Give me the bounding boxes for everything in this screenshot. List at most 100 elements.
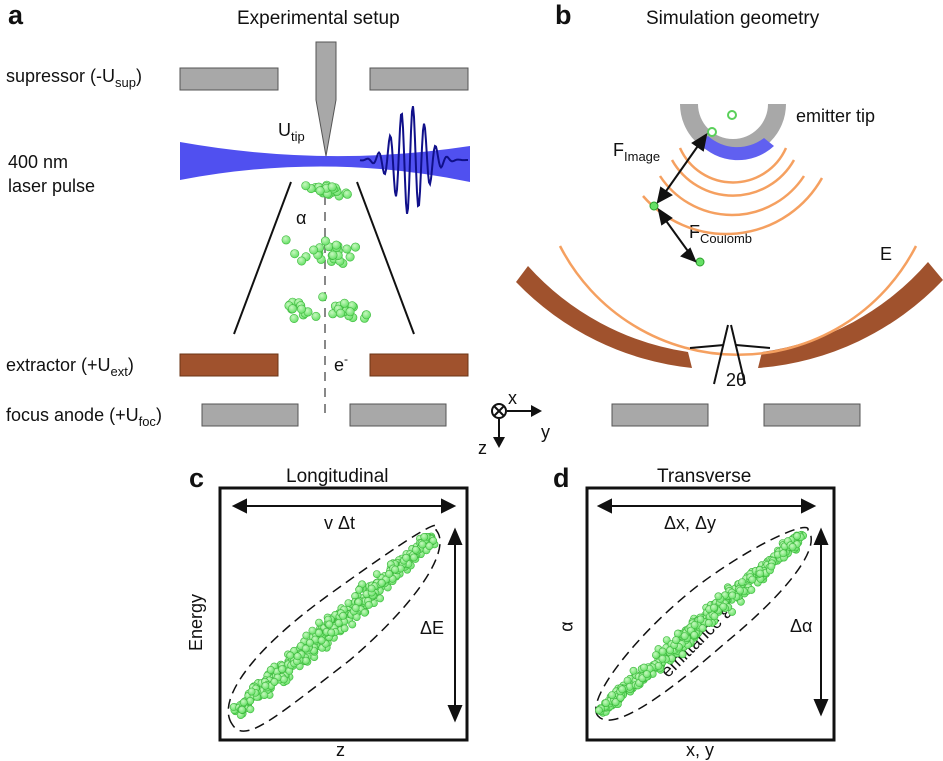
coordinate-axes-icon [491,403,542,448]
extractor-plate-left [179,353,279,377]
phase-space-point [710,603,718,612]
c-top-label: v Δt [324,513,356,533]
utip-sub: tip [291,129,305,144]
electron-dot [339,298,349,308]
electron-dot [297,256,307,266]
phase-space-point [611,698,620,707]
electron-bunches [281,180,371,323]
electron-dot [296,304,306,314]
phase-space-point [425,542,434,550]
extractor-label-main: extractor (+U [6,355,111,375]
phase-space-point [678,650,687,659]
electron-dot [342,189,352,199]
electron-dot [331,240,341,250]
phase-space-point [658,654,667,663]
fcoulomb-main: F [689,222,700,242]
focus-plate-sim-left [611,403,709,427]
focus-anode-label: focus anode (+Ufoc) [6,405,162,429]
phase-space-point [714,592,723,601]
extractor-label-tail: ) [127,355,134,375]
d-side-arrow [813,527,829,717]
alpha-label: α [296,208,307,228]
panel-letter-a: a [8,0,24,30]
phase-space-point [658,647,667,656]
focus-label-main: focus anode (+U [6,405,139,425]
phase-space-point [293,652,302,661]
suppressor-label-sub: sup [115,75,136,90]
phase-space-point [779,549,788,558]
phase-space-point [286,651,295,660]
electron-label: e- [334,352,348,376]
panel-letter-d: d [553,463,570,493]
laser-pulse-wave [359,106,468,214]
phase-space-point [325,620,334,629]
d-side-label: Δα [790,616,813,636]
electron-dot [309,245,319,255]
suppressor-plate-right [369,67,469,91]
phase-space-point [261,681,270,690]
suppressor-label: supressor (-Usup) [6,66,142,90]
phase-space-point [698,624,707,633]
phase-space-point [788,543,797,551]
focus-plate-left [201,403,299,427]
phase-space-point [719,602,728,611]
emitter-tip-needle [315,41,337,157]
electron-main: e [334,355,345,375]
phase-space-point [728,591,737,600]
suppressor-label-main: supressor (-U [6,66,116,86]
phase-space-point [420,533,429,541]
phase-space-point [595,706,603,715]
phase-space-point [402,553,410,562]
laser-label-line2: laser pulse [8,176,96,196]
electron-dot [301,181,311,191]
electron-dot [318,292,328,302]
phase-space-point [348,620,357,629]
phase-space-point [391,565,399,574]
electron-dot [320,236,330,246]
phase-space-point [364,601,373,609]
phase-space-point [652,651,660,659]
axis-x-label: x [508,388,517,408]
d-top-label: Δx, Δy [664,513,717,533]
phase-space-point [756,569,764,578]
panel-letter-c: c [189,463,205,493]
fcoulomb-label: FCoulomb [689,222,752,246]
phase-space-point [385,570,393,578]
panel-title-c: Longitudinal [286,466,389,487]
force-arrows [656,132,708,263]
phase-space-point [429,536,438,545]
phase-space-point [710,612,719,621]
axis-y-label: y [541,422,550,442]
electron-dot [345,252,355,262]
phase-space-point [339,612,347,620]
electron-dot [290,249,300,259]
phase-space-point [418,540,427,549]
transverse-frame [585,486,836,742]
c-ellipse [227,524,441,732]
electron-dot [345,307,355,317]
phase-space-point [696,615,705,624]
suppressor-plate-left [179,67,279,91]
electron-dot [328,250,338,260]
electron-dot [350,242,360,252]
phase-space-point [351,604,360,612]
fimage-label: FImage [613,140,660,164]
angle-label: 2θ [726,370,747,390]
extractor-arc-left [516,266,692,368]
phase-space-point [360,608,369,617]
phase-space-point [411,545,420,554]
d-ellipse [595,526,812,721]
c-xlabel: z [336,740,345,760]
electron-dot [327,182,337,192]
panel-title-a: Experimental setup [237,8,400,29]
phase-space-point [266,666,275,674]
electron-dot [281,235,291,245]
phase-space-point [301,656,310,665]
phase-space-point [317,636,326,645]
phase-space-point [305,638,314,647]
phase-space-point [246,705,255,714]
phase-space-point [302,631,311,640]
phase-space-point [738,578,746,586]
d-xlabel: x, y [686,740,715,760]
